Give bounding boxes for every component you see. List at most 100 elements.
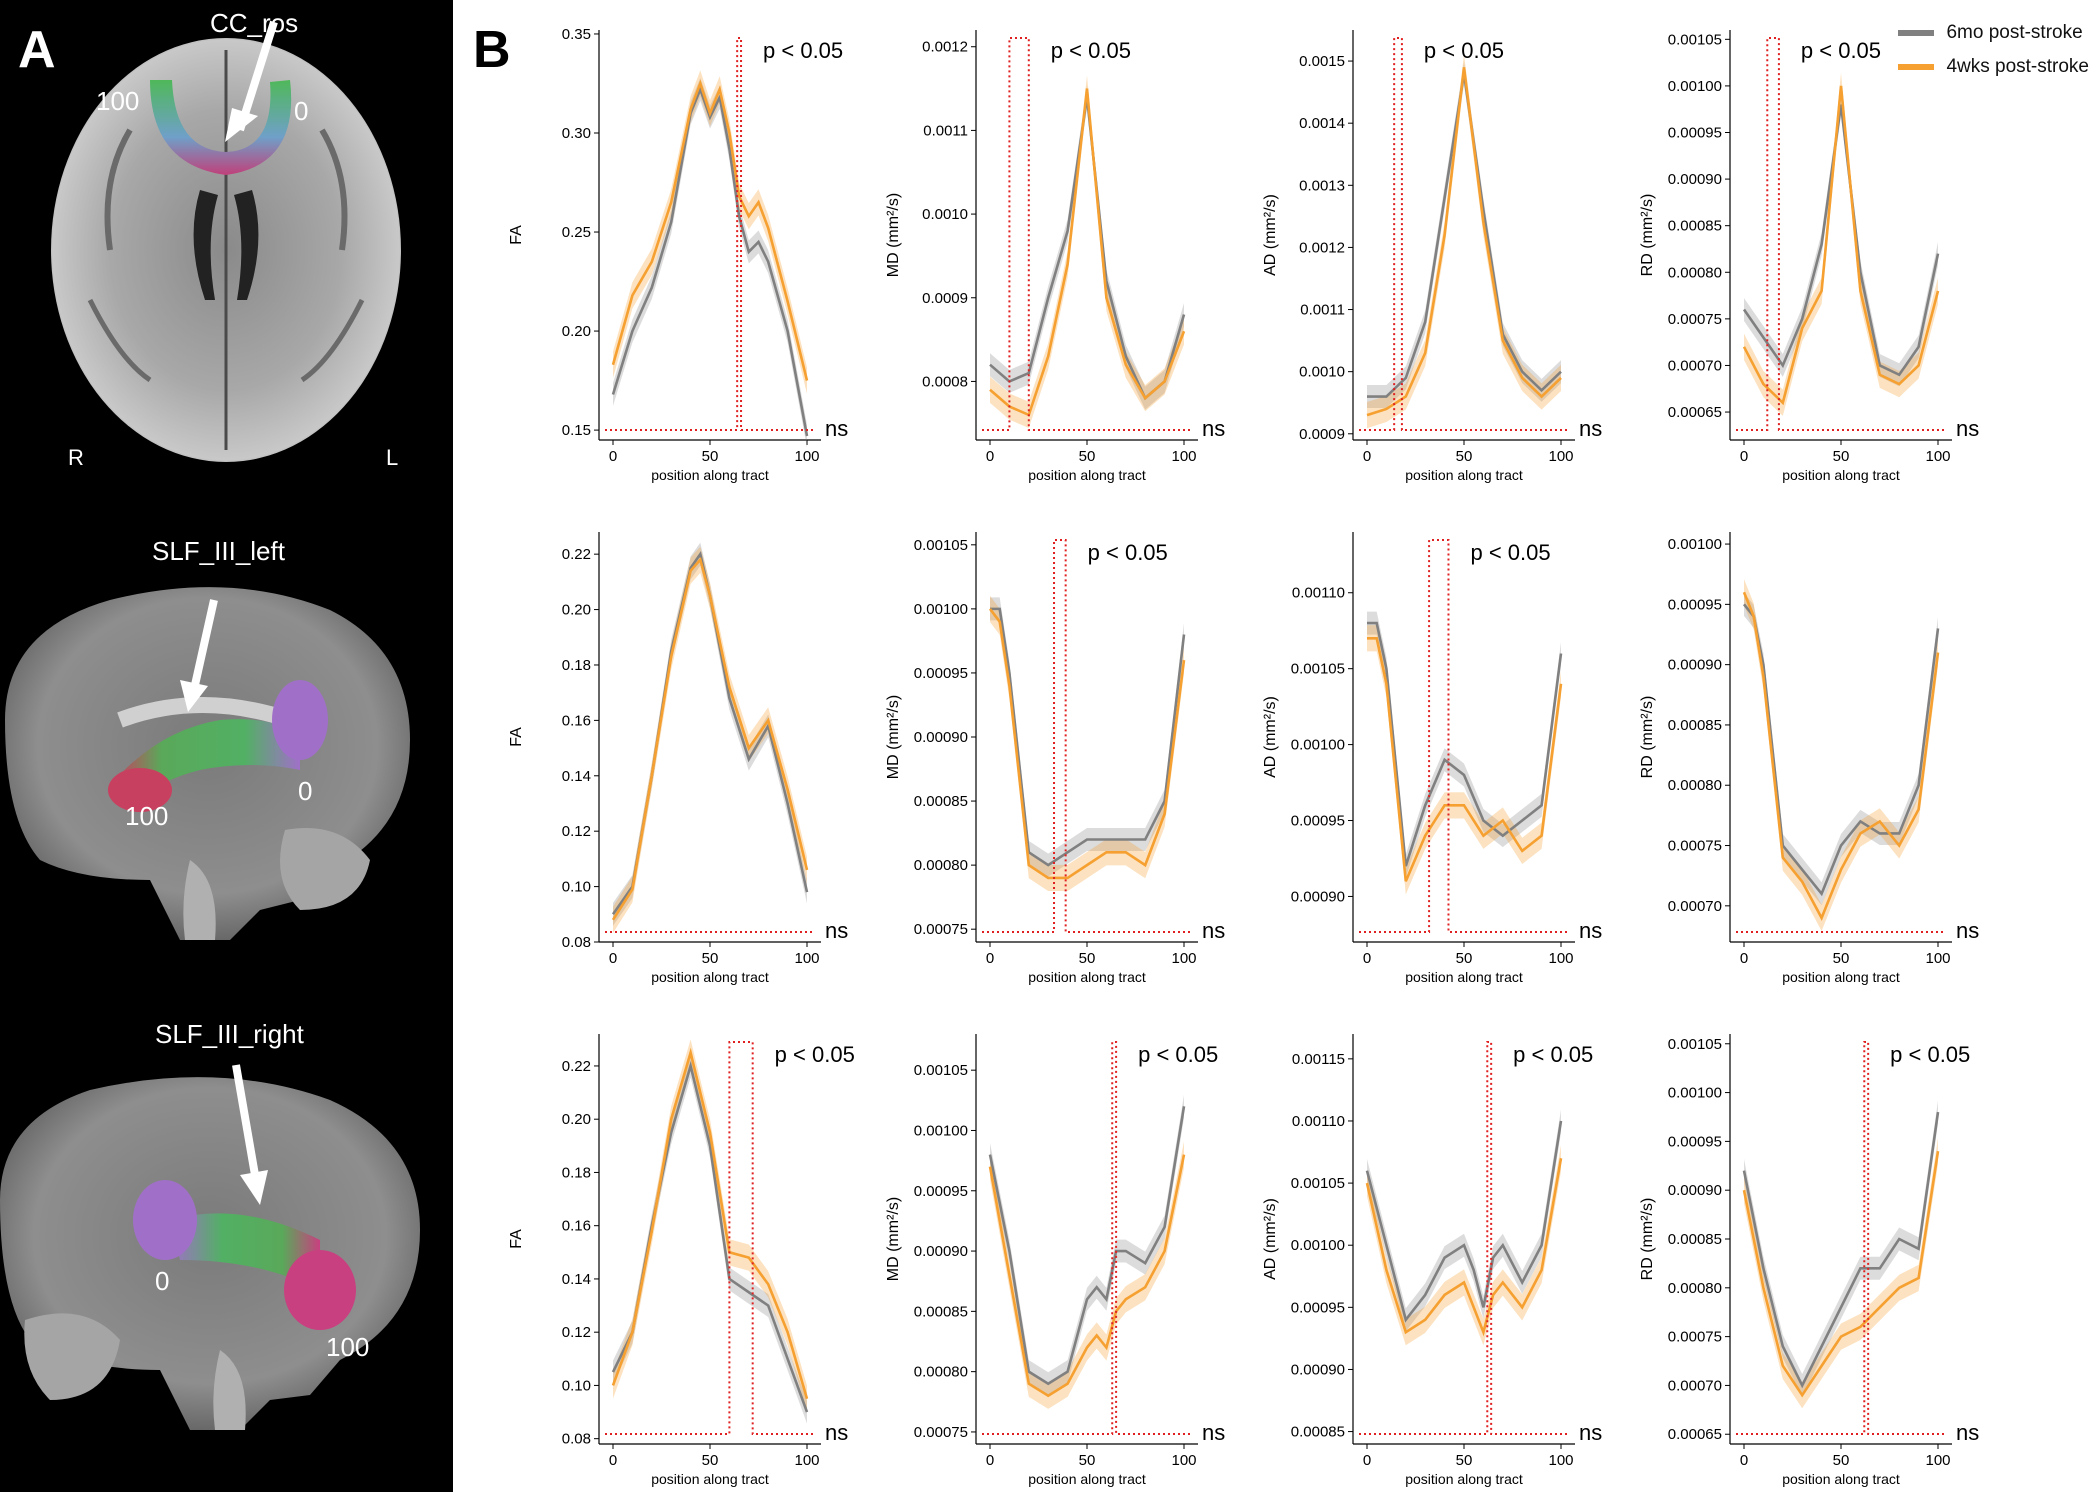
y-tick-label: 0.15 [562, 422, 591, 439]
x-axis-label: position along tract [1405, 969, 1523, 985]
confidence-band-6mo [990, 85, 1184, 410]
series-line-4wks [988, 608, 1186, 880]
legend-entry-6mo: 6mo post-stroke [1898, 22, 2089, 44]
y-tick-label: 0.00090 [1668, 1182, 1722, 1199]
y-tick-label: 0.00090 [1668, 657, 1722, 674]
brain-label-0: 0 [294, 96, 308, 126]
chart-0: 0.15 0.20 0.25 0.30 0.35 0 50 100 position along… [508, 26, 848, 483]
ns-label: ns [825, 918, 848, 943]
chart-8: 0.08 0.10 0.12 0.14 0.16 0.18 0.20 0.22 0 50 100 po… [508, 1034, 855, 1487]
y-tick-label: 0.00100 [1668, 536, 1722, 553]
x-tick-label: 50 [1079, 950, 1096, 967]
y-tick-label: 0.16 [562, 1218, 591, 1235]
y-tick-label: 0.00085 [914, 1303, 968, 1320]
x-axis-label: position along tract [651, 969, 769, 985]
significance-line [1359, 539, 1569, 933]
series-line-4wks [1742, 1150, 1940, 1398]
significance-annotation: p < 0.05 [1051, 38, 1131, 63]
significance-annotation: p < 0.05 [763, 38, 843, 63]
y-tick-label: 0.00100 [1291, 1237, 1345, 1254]
brain-images: CC_ros 100 0 R L SLF_III_left 100 0 [0, 8, 420, 1430]
x-tick-label: 50 [1456, 448, 1473, 465]
panel-a-letter: A [18, 21, 56, 79]
y-tick-label: 0.00080 [1668, 264, 1722, 281]
x-tick-label: 100 [1925, 448, 1950, 465]
series-line-4wks [611, 557, 809, 921]
y-tick-label: 0.00065 [1668, 1426, 1722, 1443]
x-tick-label: 100 [1548, 448, 1573, 465]
y-tick-label: 0.00100 [914, 601, 968, 618]
significance-annotation: p < 0.05 [1890, 1042, 1970, 1067]
y-axis-label: FA [508, 225, 525, 245]
ns-label: ns [1202, 918, 1225, 943]
x-tick-label: 100 [794, 1452, 819, 1469]
x-axis-label: position along tract [1028, 467, 1146, 483]
series-line-4wks [989, 88, 1186, 417]
significance-annotation: p < 0.05 [1424, 38, 1504, 63]
y-tick-label: 0.12 [562, 823, 591, 840]
arrow-icon [236, 20, 278, 132]
y-tick-label: 0.00095 [914, 1183, 968, 1200]
chart-3: 0.00065 0.00070 0.00075 0.00080 0.00085 0.000… [1639, 30, 1979, 483]
arrow-head-icon [180, 680, 208, 712]
x-tick-label: 100 [1171, 1452, 1196, 1469]
confidence-band-6mo [613, 1054, 807, 1424]
confidence-band-4wks [1744, 72, 1938, 416]
y-tick-label: 0.00080 [914, 857, 968, 874]
significance-line [605, 37, 815, 431]
chart-9: 0.00075 0.00080 0.00085 0.00090 0.00095 0.001… [885, 1034, 1225, 1487]
y-tick-label: 0.10 [562, 879, 591, 896]
y-axis-label: MD (mm²/s) [885, 695, 902, 779]
x-tick-label: 50 [1833, 1452, 1850, 1469]
y-tick-label: 0.00090 [1291, 888, 1345, 905]
significance-annotation: p < 0.05 [1088, 540, 1168, 565]
legend: 6mo post-stroke 4wks post-stroke [1898, 22, 2089, 90]
arrow-head-icon [225, 108, 258, 142]
x-tick-label: 100 [1548, 1452, 1573, 1469]
y-tick-label: 0.14 [562, 768, 591, 785]
ns-label: ns [1956, 918, 1979, 943]
y-tick-label: 0.00090 [1291, 1361, 1345, 1378]
brain-label-100: 100 [125, 801, 168, 831]
ns-label: ns [1579, 416, 1602, 441]
x-tick-label: 50 [1833, 950, 1850, 967]
y-tick-label: 0.16 [562, 712, 591, 729]
x-tick-label: 0 [609, 1452, 617, 1469]
significance-line [605, 1041, 815, 1435]
x-tick-label: 50 [1833, 448, 1850, 465]
x-tick-label: 100 [1925, 950, 1950, 967]
side-label-r: R [68, 445, 84, 470]
y-tick-label: 0.00070 [1668, 1377, 1722, 1394]
confidence-band-4wks [613, 1039, 807, 1412]
significance-annotation: p < 0.05 [1801, 38, 1881, 63]
significance-line [1736, 37, 1946, 431]
y-tick-label: 0.0011 [1300, 302, 1345, 319]
legend-entry-4wks: 4wks post-stroke [1898, 56, 2089, 78]
tract-label-slf-right: SLF_III_right [155, 1019, 305, 1049]
x-tick-label: 50 [1079, 448, 1096, 465]
y-tick-label: 0.00075 [914, 1424, 968, 1441]
y-tick-label: 0.00115 [1292, 1051, 1345, 1068]
y-axis-label: RD (mm²/s) [1639, 1198, 1656, 1281]
x-axis-label: position along tract [651, 467, 769, 483]
side-label-l: L [386, 445, 398, 470]
chart-4: 0.08 0.10 0.12 0.14 0.16 0.18 0.20 0.22 0 50 100 po… [508, 532, 848, 985]
confidence-band-4wks [1744, 1138, 1938, 1409]
confidence-band-6mo [1367, 62, 1561, 408]
series-line-6mo [1367, 621, 1563, 867]
y-tick-label: 0.35 [562, 26, 591, 43]
y-tick-label: 0.14 [562, 1271, 591, 1288]
brain-label-0: 0 [298, 776, 312, 806]
x-tick-label: 100 [1548, 950, 1573, 967]
tract-label-cc: CC_ros [210, 8, 298, 38]
chart-10: 0.00085 0.00090 0.00095 0.00100 0.00105 0.001… [1262, 1034, 1602, 1487]
y-tick-label: 0.00105 [1668, 31, 1722, 48]
y-axis-label: RD (mm²/s) [1639, 194, 1656, 277]
legend-swatch-grey [1898, 30, 1935, 36]
series-line-6mo [990, 607, 1186, 867]
x-tick-label: 0 [1363, 448, 1371, 465]
y-tick-label: 0.00105 [914, 537, 968, 554]
x-tick-label: 0 [986, 448, 994, 465]
series-line-6mo [989, 96, 1186, 401]
x-tick-label: 50 [702, 1452, 719, 1469]
